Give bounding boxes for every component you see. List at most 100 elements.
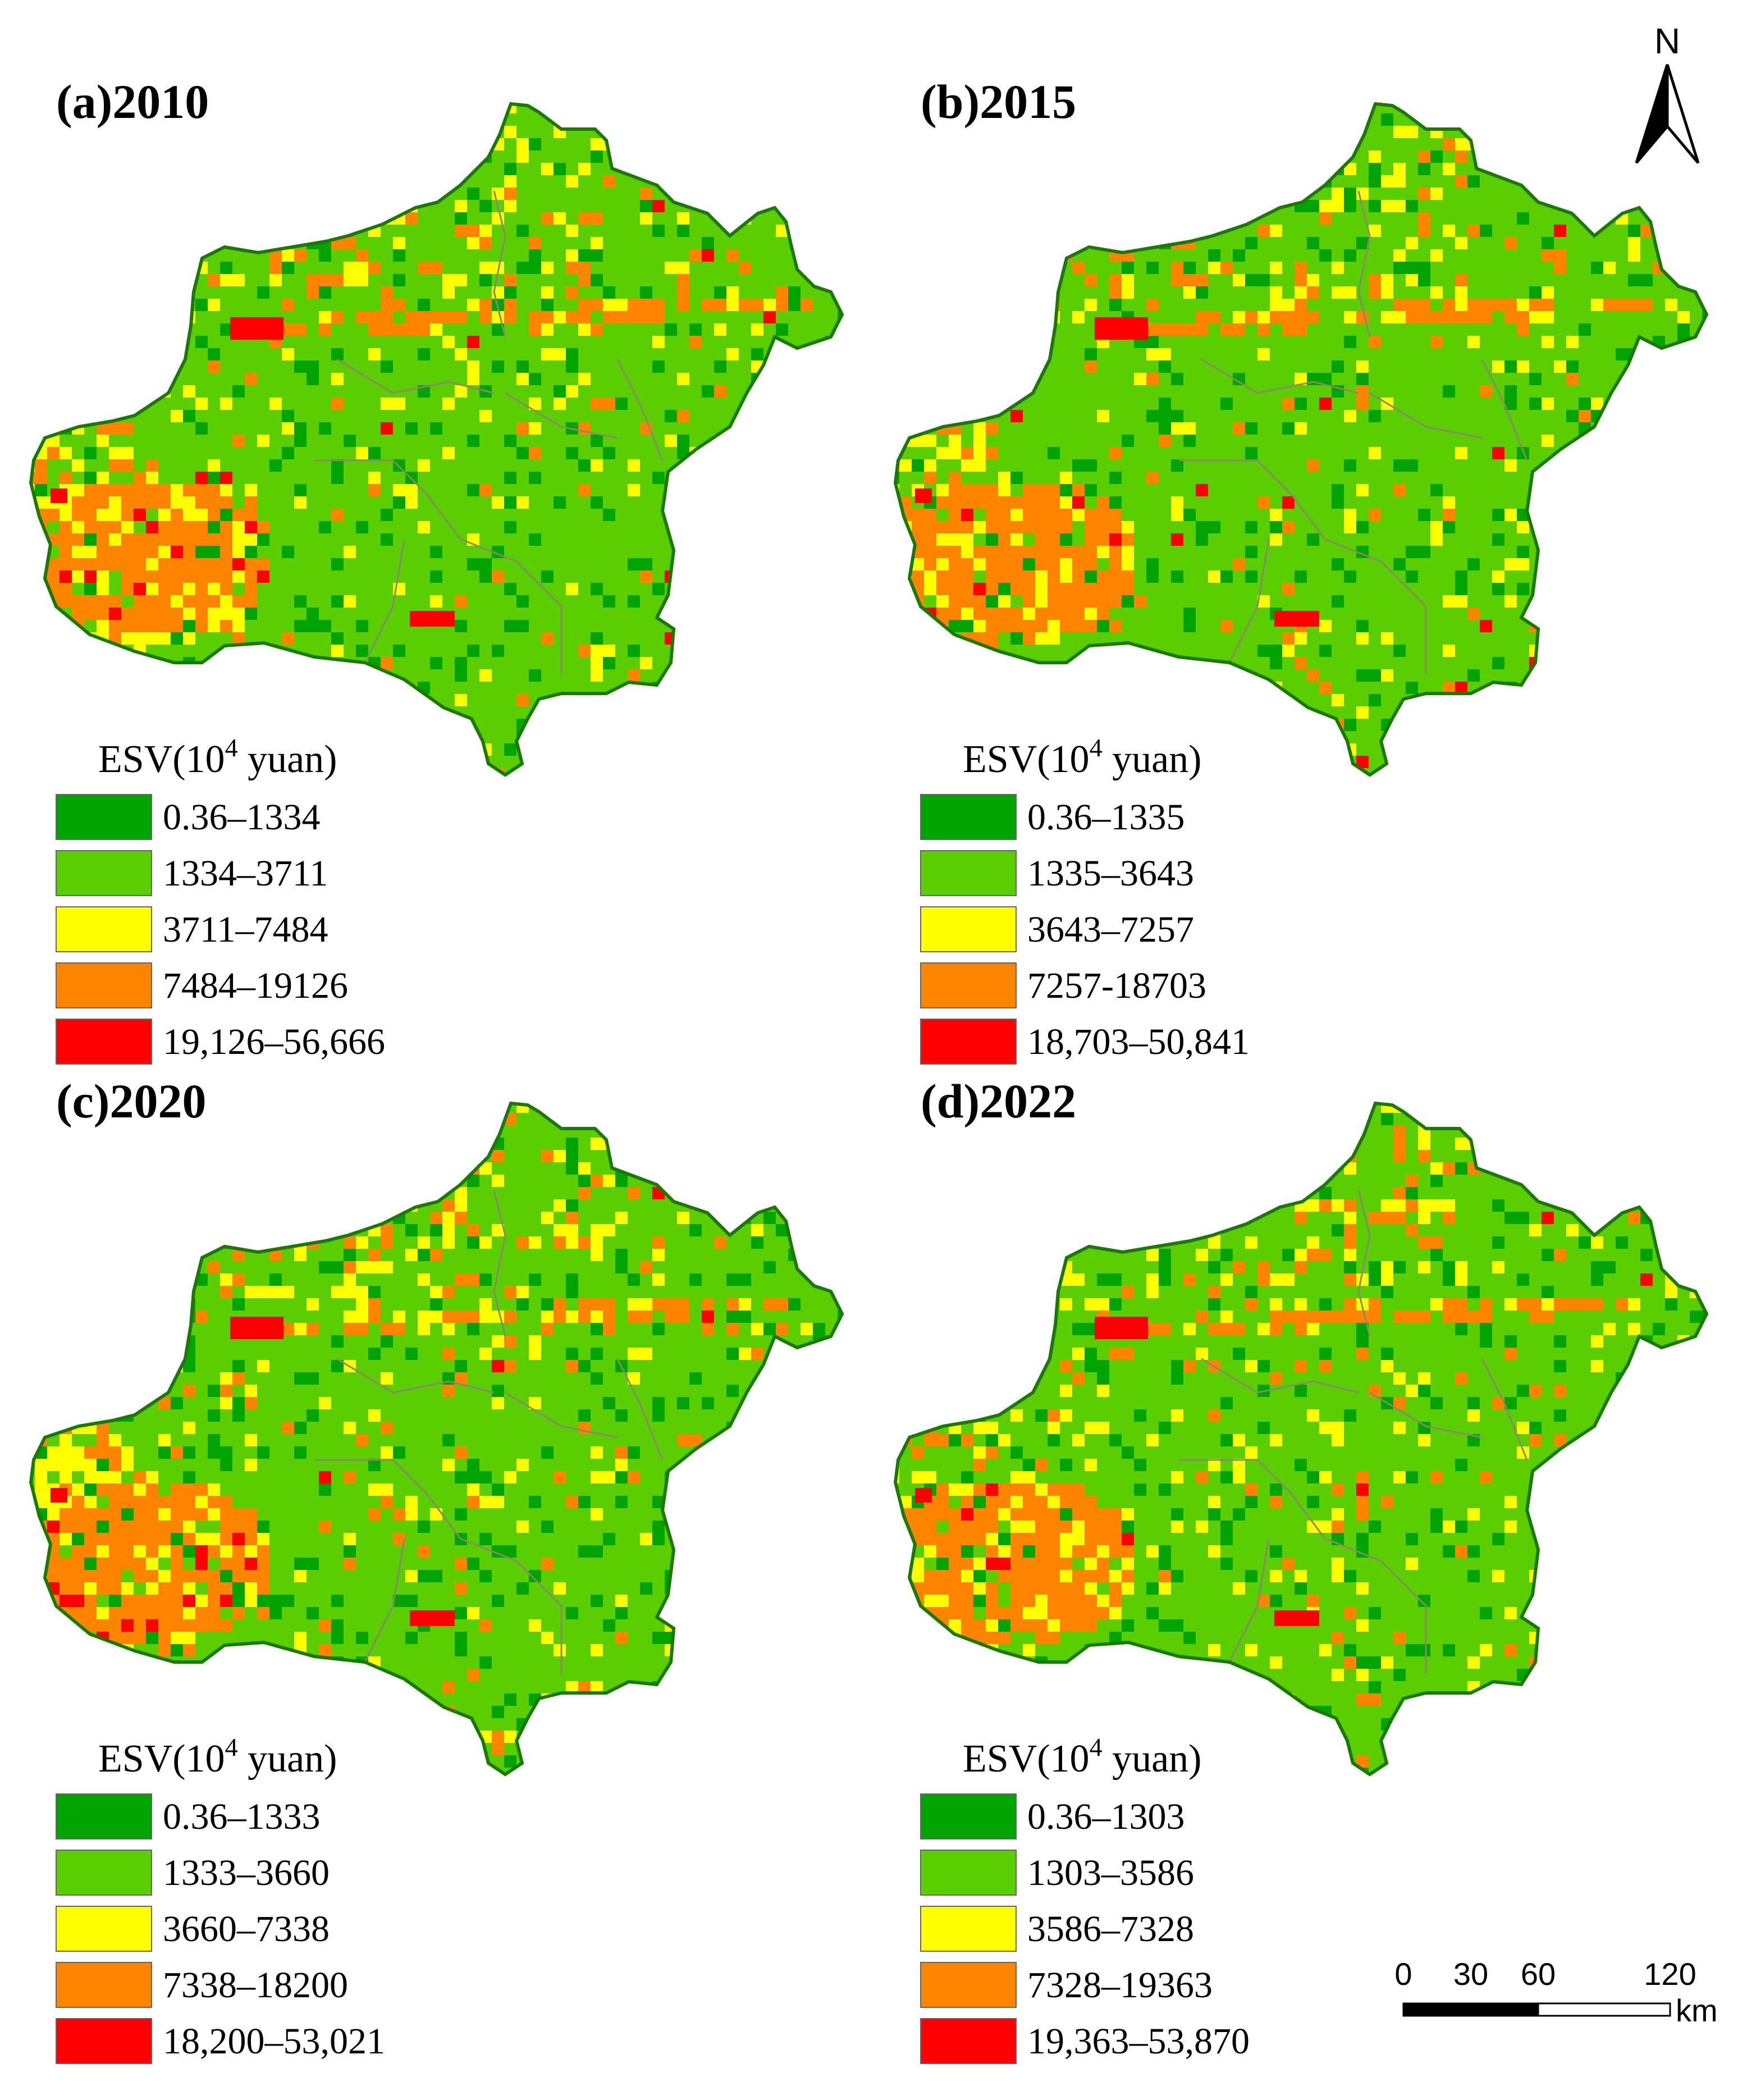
esv-cell [1517,311,1529,323]
esv-cell [319,521,331,533]
esv-cell [1085,1422,1097,1434]
esv-cell [1381,1273,1393,1286]
esv-cell [912,509,924,521]
esv-cell [1270,1595,1282,1607]
esv-cell [84,558,97,570]
esv-cell [1295,422,1307,435]
esv-cell [689,1434,702,1446]
esv-cell [541,212,554,225]
esv-cell [1628,1743,1640,1755]
esv-cell [31,706,35,719]
esv-cell [171,1632,183,1644]
esv-cell [269,200,282,212]
esv-cell [961,546,973,558]
esv-cell [356,1311,368,1323]
esv-cell [986,1656,998,1669]
esv-cell [1072,1496,1085,1508]
esv-cell [1332,1150,1344,1162]
esv-cell [208,509,220,521]
esv-cell [195,521,208,533]
esv-cell [813,731,825,743]
esv-cell [1616,385,1628,398]
esv-cell [1616,1459,1628,1471]
esv-cell [1072,583,1085,595]
legend-swatch [56,962,152,1008]
esv-cell [1653,1323,1665,1335]
esv-cell [603,1743,615,1755]
esv-cell [1072,225,1085,237]
esv-cell [1455,175,1467,188]
esv-cell [1529,163,1542,175]
esv-cell [1369,163,1381,175]
esv-cell [566,113,578,126]
esv-cell [1566,1224,1579,1236]
esv-cell [344,1138,356,1150]
esv-cell [850,1718,862,1731]
esv-cell [825,1273,838,1286]
esv-cell [801,1619,813,1632]
esv-cell [1714,645,1727,657]
esv-cell [1640,719,1653,731]
esv-cell [158,1582,171,1595]
esv-cell [986,447,998,459]
esv-cell [763,1397,776,1409]
esv-cell [973,373,986,385]
esv-cell [84,595,97,608]
esv-cell [1554,1656,1566,1669]
esv-cell [121,1372,134,1385]
esv-cell [1542,299,1554,311]
esv-cell [1122,1780,1134,1792]
esv-cell [1035,212,1048,225]
esv-cell [924,558,936,570]
esv-cell [208,188,220,200]
legend-label: 1333–3660 [163,1852,330,1893]
esv-cell [763,1261,776,1273]
esv-cell [986,138,998,150]
esv-cell [1714,595,1727,608]
esv-cell [195,533,208,546]
esv-cell [1455,299,1467,311]
esv-cell [97,608,109,620]
esv-cell [183,632,195,645]
esv-cell [986,1422,998,1434]
esv-cell [97,1434,109,1446]
esv-cell [220,583,232,595]
esv-cell [1406,274,1418,286]
esv-cell [35,1582,47,1595]
legend-label: 19,363–53,870 [1027,2021,1250,2062]
esv-cell [1517,768,1529,775]
esv-cell [1048,533,1060,546]
esv-cell [899,1669,912,1681]
esv-hotspot [1274,611,1319,627]
esv-cell [1492,1261,1504,1273]
esv-cell [1048,484,1060,496]
esv-cell [60,583,72,595]
esv-cell [1295,1582,1307,1595]
esv-cell [850,645,862,657]
esv-cell [949,657,961,669]
esv-cell [1319,1298,1332,1311]
esv-cell [1257,1323,1270,1335]
esv-cell [208,237,220,249]
esv-cell [566,348,578,360]
esv-cell [1319,373,1332,385]
esv-cell [1048,1422,1060,1434]
esv-cell [1085,1558,1097,1570]
esv-cell [1072,1224,1085,1236]
esv-cell [1060,1385,1072,1397]
esv-cell [652,1236,665,1249]
esv-cell [1233,373,1245,385]
esv-cell [47,509,60,521]
esv-cell [603,1693,615,1706]
esv-cell [220,1521,232,1533]
esv-cell [1418,1385,1430,1397]
esv-cell [529,422,541,435]
esv-cell [591,1471,603,1483]
esv-cell [986,1496,998,1508]
esv-cell [344,682,356,694]
esv-cell [1332,496,1344,509]
esv-cell [850,1570,862,1582]
esv-cell [381,1113,393,1125]
esv-cell [1455,1545,1467,1558]
esv-cell [232,1360,245,1372]
